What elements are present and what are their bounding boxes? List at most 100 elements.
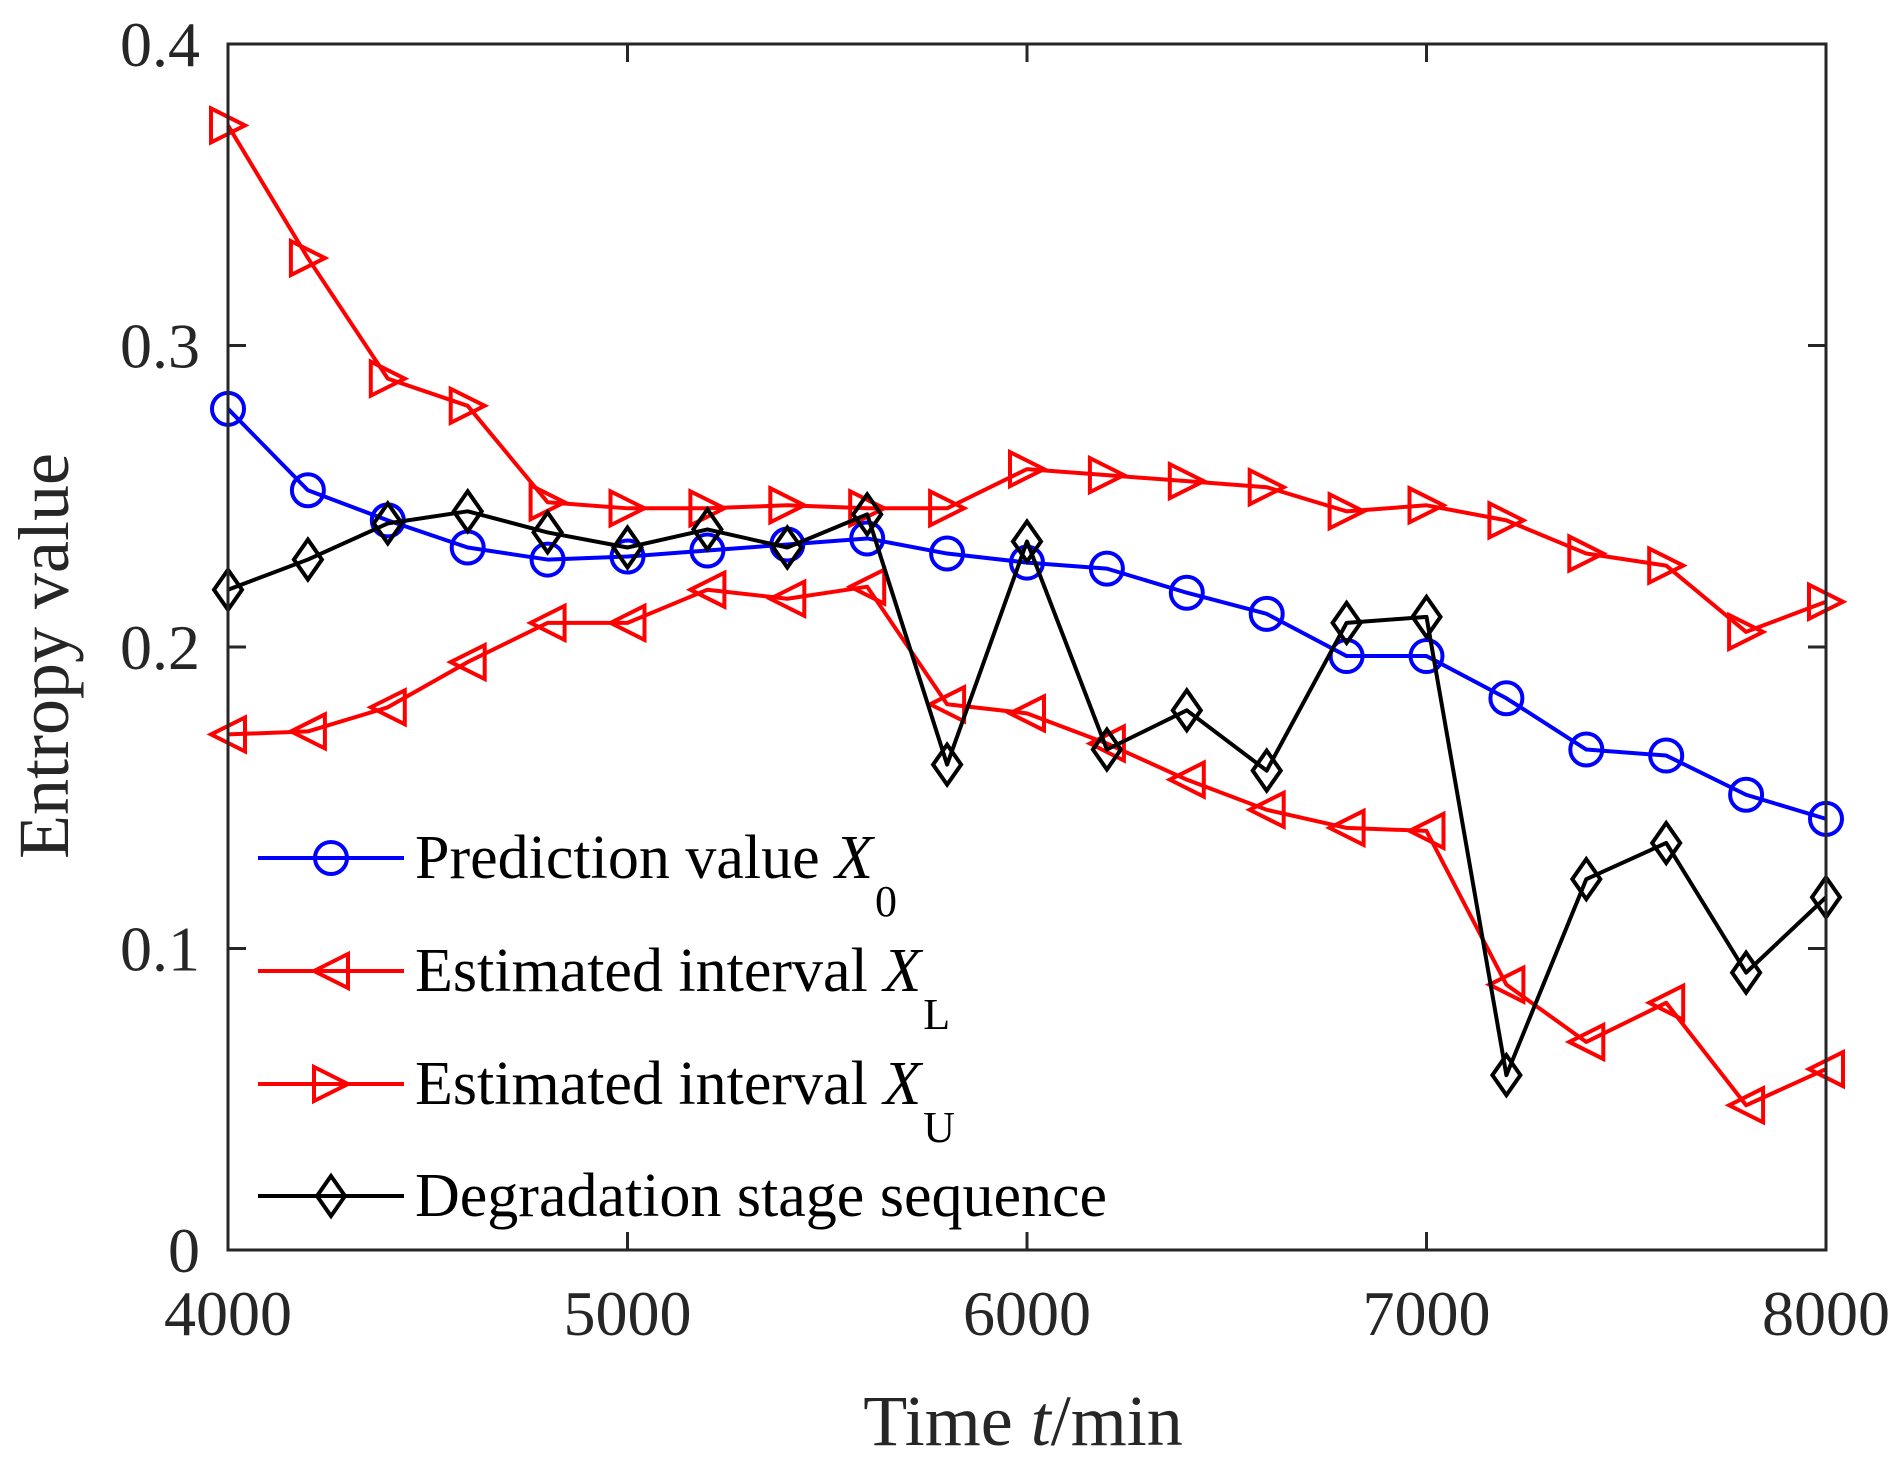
data-point-diamond bbox=[451, 487, 485, 535]
data-point-triangle-right bbox=[928, 488, 969, 529]
data-point-triangle-left bbox=[925, 684, 967, 725]
data-point-diamond bbox=[291, 536, 325, 584]
data-point-triangle-right bbox=[1327, 491, 1369, 532]
data-point-diamond bbox=[1330, 599, 1364, 647]
data-point-triangle-right bbox=[1407, 485, 1448, 526]
data-point-triangle-left bbox=[1405, 810, 1446, 852]
legend-label-main: Prediction value bbox=[415, 824, 835, 892]
data-point-triangle-left bbox=[765, 578, 807, 619]
legend-label-main: Estimated interval bbox=[415, 937, 883, 1005]
data-point-circle bbox=[1568, 731, 1605, 768]
x-axis-label-post: /min bbox=[1051, 1381, 1183, 1461]
data-point-triangle-left bbox=[1325, 807, 1366, 849]
y-tick-label: 0.3 bbox=[120, 311, 200, 382]
data-point-diamond bbox=[1649, 819, 1683, 867]
data-point-diamond bbox=[690, 505, 724, 553]
data-point-triangle-left bbox=[1484, 964, 1526, 1005]
data-point-triangle-left bbox=[606, 602, 647, 644]
y-tick-label: 0.4 bbox=[120, 9, 200, 80]
series-diamond bbox=[211, 487, 1843, 1099]
data-point-circle bbox=[849, 520, 886, 557]
legend-item-circle: Prediction value X0 bbox=[258, 824, 897, 926]
legend-marker-triangle-left bbox=[309, 950, 350, 992]
legend-label-var: X bbox=[880, 1050, 923, 1118]
data-point-diamond bbox=[531, 508, 565, 556]
data-point-triangle-right bbox=[1487, 500, 1528, 541]
legend-label: Degradation stage sequence bbox=[415, 1162, 1107, 1230]
data-point-circle bbox=[1088, 550, 1125, 587]
data-point-triangle-left bbox=[1724, 1085, 1766, 1126]
data-point-triangle-left bbox=[1005, 693, 1046, 734]
data-point-triangle-right bbox=[608, 488, 649, 529]
data-point-triangle-right bbox=[1247, 466, 1289, 508]
x-tick-label: 7000 bbox=[1363, 1278, 1491, 1349]
x-tick-label: 8000 bbox=[1762, 1278, 1890, 1349]
legend-marker-diamond bbox=[314, 1172, 348, 1220]
data-point-triangle-left bbox=[685, 569, 727, 610]
series-layer bbox=[206, 105, 1848, 1126]
legend-item-triangle-right: Estimated interval XU bbox=[258, 1050, 955, 1152]
data-point-diamond bbox=[1569, 855, 1603, 903]
legend-label: Estimated interval XL bbox=[415, 937, 950, 1039]
x-tick-label: 5000 bbox=[564, 1278, 692, 1349]
data-point-diamond bbox=[611, 524, 644, 571]
series-line-diamond bbox=[227, 509, 1828, 1078]
data-point-diamond bbox=[1250, 747, 1284, 795]
tick-layer: 4000 5000 6000 7000 8000 0 0.1 0.2 0.3 0.4 bbox=[120, 9, 1890, 1349]
legend-label-var: X bbox=[880, 937, 923, 1005]
data-point-diamond bbox=[770, 524, 804, 571]
data-point-triangle-right bbox=[1167, 460, 1209, 502]
data-point-triangle-right bbox=[688, 488, 729, 529]
legend-item-diamond: Degradation stage sequence bbox=[258, 1162, 1107, 1230]
data-point-diamond bbox=[1090, 726, 1124, 773]
data-point-triangle-left bbox=[526, 602, 567, 644]
y-axis-label: Entropy value bbox=[4, 453, 84, 859]
data-point-circle bbox=[929, 535, 966, 572]
data-point-diamond bbox=[1010, 517, 1044, 565]
y-tick-label: 0.2 bbox=[120, 612, 200, 683]
data-point-circle bbox=[609, 538, 646, 575]
y-tick-label: 0 bbox=[168, 1215, 200, 1286]
data-point-triangle-right bbox=[1008, 448, 1049, 490]
legend-label: Prediction value X0 bbox=[415, 824, 897, 926]
data-point-triangle-right bbox=[368, 358, 410, 399]
data-point-diamond bbox=[1729, 949, 1763, 997]
data-point-circle bbox=[1728, 776, 1765, 813]
data-point-circle bbox=[1248, 595, 1285, 632]
data-point-diamond bbox=[371, 499, 405, 547]
x-tick-label: 4000 bbox=[164, 1278, 292, 1349]
data-point-circle bbox=[1488, 680, 1525, 717]
series-line-triangle-right bbox=[226, 124, 1827, 634]
data-point-triangle-right bbox=[1087, 454, 1129, 496]
legend-label-main: Estimated interval bbox=[415, 1050, 883, 1118]
data-point-triangle-right bbox=[1647, 545, 1688, 586]
data-point-diamond bbox=[1170, 686, 1204, 734]
data-point-triangle-right bbox=[1567, 533, 1608, 574]
legend-label-sub: 0 bbox=[875, 877, 897, 926]
data-point-triangle-right bbox=[768, 485, 809, 526]
series-line-triangle-left bbox=[227, 584, 1827, 1108]
legend-marker-triangle-right bbox=[312, 1063, 353, 1105]
data-point-triangle-left bbox=[286, 711, 327, 752]
x-tick-label: 6000 bbox=[963, 1278, 1091, 1349]
data-point-triangle-left bbox=[1245, 789, 1286, 831]
data-point-triangle-right bbox=[288, 237, 330, 279]
data-point-triangle-right bbox=[1727, 611, 1768, 653]
legend-item-triangle-left: Estimated interval XL bbox=[258, 937, 950, 1039]
legend-marker-circle bbox=[313, 840, 349, 876]
data-point-triangle-left bbox=[446, 641, 487, 683]
data-point-triangle-left bbox=[1165, 759, 1206, 800]
legend-label-main: Degradation stage sequence bbox=[415, 1162, 1107, 1230]
legend-label-sub: U bbox=[923, 1103, 955, 1152]
series-triangle-left bbox=[206, 566, 1845, 1126]
data-point-diamond bbox=[850, 490, 884, 538]
data-point-triangle-right bbox=[448, 385, 490, 427]
data-point-circle bbox=[529, 541, 566, 578]
data-point-circle bbox=[1648, 737, 1685, 774]
legend-label-var: X bbox=[832, 824, 875, 892]
x-axis-label-var: t bbox=[1031, 1381, 1053, 1461]
legend-label: Estimated interval XU bbox=[415, 1050, 955, 1152]
x-axis-label: Time t/min bbox=[863, 1381, 1182, 1461]
